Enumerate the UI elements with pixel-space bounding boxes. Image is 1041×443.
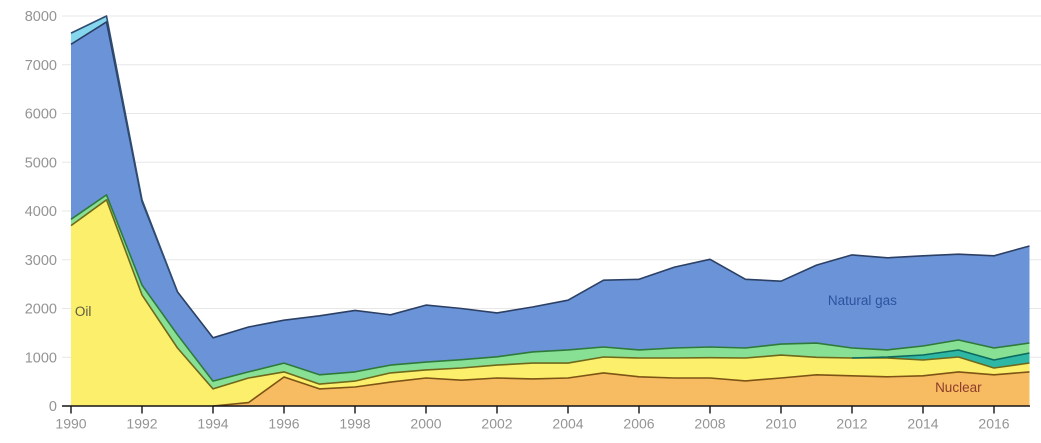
- x-tick-label-1994: 1994: [197, 416, 228, 432]
- x-tick-label-2010: 2010: [765, 416, 796, 432]
- nuclear-outline: [212, 371, 1030, 407]
- y-tick-label-6000: 6000: [25, 107, 57, 123]
- series-label-nuclear: Nuclear: [935, 380, 982, 395]
- green-band-outline: [70, 194, 1030, 382]
- series-label-oil: Oil: [75, 304, 92, 319]
- y-tick-label-4000: 4000: [25, 204, 57, 220]
- y-tick-label-7000: 7000: [25, 58, 57, 74]
- x-tick-label-1990: 1990: [55, 416, 86, 432]
- x-tick-label-1996: 1996: [268, 416, 299, 432]
- y-tick-label-5000: 5000: [25, 155, 57, 171]
- y-tick-label-2000: 2000: [25, 302, 57, 318]
- x-tick-label-2008: 2008: [694, 416, 725, 432]
- teal-band-outline: [851, 349, 1030, 361]
- x-tick-label-1992: 1992: [126, 416, 157, 432]
- x-tick-label-2014: 2014: [907, 416, 938, 432]
- oil-area: [71, 199, 1030, 406]
- x-tick-label-2012: 2012: [836, 416, 867, 432]
- natural-gas-outline: [70, 21, 1030, 339]
- y-tick-label-0: 0: [49, 399, 57, 415]
- x-tick-label-2016: 2016: [978, 416, 1009, 432]
- series-label-natural-gas: Natural gas: [828, 293, 897, 308]
- x-tick-label-2000: 2000: [410, 416, 441, 432]
- natural-gas-area: [71, 21, 1030, 382]
- x-tick-label-1998: 1998: [339, 416, 370, 432]
- cyan-band-outline: [70, 15, 179, 293]
- y-tick-label-3000: 3000: [25, 253, 57, 269]
- y-tick-label-1000: 1000: [25, 350, 57, 366]
- x-tick-label-2006: 2006: [623, 416, 654, 432]
- y-tick-label-8000: 8000: [25, 9, 57, 25]
- x-tick-label-2002: 2002: [481, 416, 512, 432]
- nuclear-area: [71, 371, 1030, 406]
- x-tick-label-2004: 2004: [552, 416, 583, 432]
